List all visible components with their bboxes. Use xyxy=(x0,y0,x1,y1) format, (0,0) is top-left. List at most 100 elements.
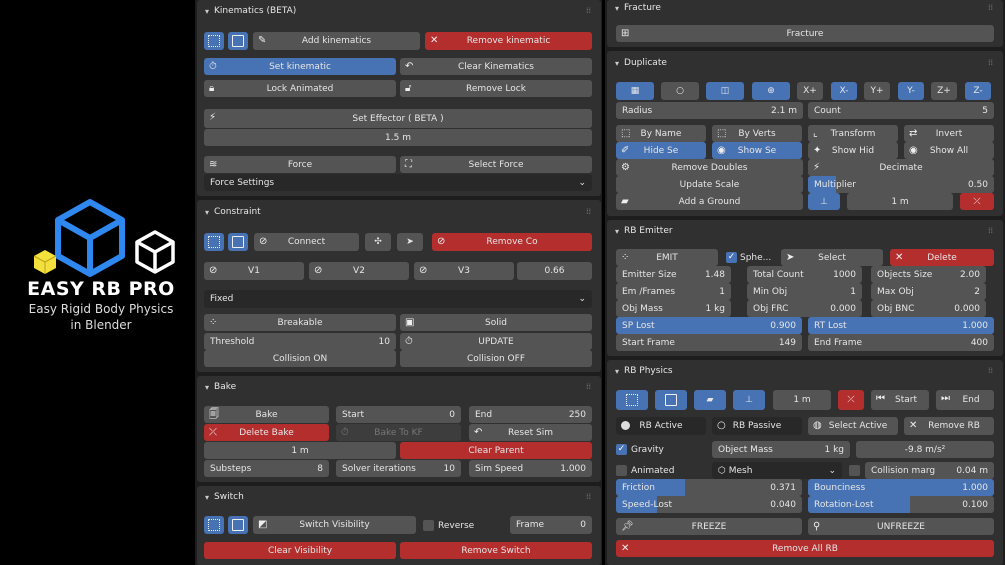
bounciness-slider[interactable]: Bounciness 1.000 xyxy=(808,479,994,496)
start-button[interactable]: ⏮ Start xyxy=(871,390,929,410)
select-box-icon[interactable] xyxy=(204,32,224,50)
emitter-delete-button[interactable]: ✕ Delete xyxy=(890,249,994,266)
decimate-button[interactable]: ⚡ Decimate xyxy=(808,159,994,176)
drag-grip-icon[interactable]: ⁞⁞ xyxy=(988,58,994,67)
cursor-icon[interactable]: ➤ xyxy=(397,233,423,251)
auto-connect-icon[interactable]: ✣ xyxy=(365,233,391,251)
sphere-checkbox[interactable]: ✓ xyxy=(726,252,737,263)
v2-button[interactable]: ⊘ V2 xyxy=(309,262,409,280)
transform-button[interactable]: ⌞ Transform xyxy=(808,125,898,142)
breakable-button[interactable]: ⁘ Breakable xyxy=(204,314,396,331)
collision-margin-field[interactable]: Collision marg 0.04 m xyxy=(865,462,994,479)
select-box-icon[interactable] xyxy=(204,516,224,534)
lock-animated-button[interactable]: 🔒︎ Lock Animated xyxy=(204,80,396,97)
bake-button[interactable]: 🗐︎ Bake xyxy=(204,406,329,423)
effector-distance-field[interactable]: 1.5 m xyxy=(204,129,592,146)
select-linked-icon[interactable] xyxy=(228,233,248,251)
by-verts-button[interactable]: ⬚ By Verts xyxy=(712,125,802,142)
max-obj-field[interactable]: Max Obj 2 xyxy=(871,283,986,300)
connect-button[interactable]: ⊘ Connect xyxy=(254,233,359,251)
set-effector-button[interactable]: ⚡ Set Effector ( BETA ) xyxy=(204,109,592,128)
switch-visibility-button[interactable]: ◩ Switch Visibility xyxy=(253,516,416,534)
collision-on-button[interactable]: Collision ON xyxy=(204,350,396,367)
select-linked-icon[interactable] xyxy=(655,390,687,410)
axis-x-plus-button[interactable]: X+ xyxy=(797,82,823,100)
delete-ground-icon[interactable]: ⤫ xyxy=(838,390,864,410)
rb-passive-toggle[interactable]: ○ RB Passive xyxy=(712,417,802,435)
hide-selected-button[interactable]: ✐ Hide Se xyxy=(616,142,706,159)
select-linked-icon[interactable] xyxy=(228,32,248,50)
add-ground-button[interactable]: ▰ Add a Ground xyxy=(616,193,803,210)
select-box-icon[interactable] xyxy=(616,390,648,410)
emitter-header[interactable]: ▾ RB Emitter ⁞⁞ xyxy=(607,222,1003,240)
end-field[interactable]: End 250 xyxy=(469,406,592,423)
radius-field[interactable]: Radius 2.1 m xyxy=(616,102,803,119)
select-force-button[interactable]: ⛶ Select Force xyxy=(400,156,592,173)
sphere-icon[interactable]: ⊕ xyxy=(752,82,790,100)
drag-grip-icon[interactable]: ⁞⁞ xyxy=(988,3,994,12)
clear-parent-button[interactable]: Clear Parent xyxy=(400,442,592,459)
friction-slider[interactable]: Friction 0.371 xyxy=(616,479,802,496)
v1-button[interactable]: ⊘ V1 xyxy=(204,262,304,280)
drag-grip-icon[interactable]: ⁞⁞ xyxy=(586,6,592,15)
physics-distance-field[interactable]: 1 m xyxy=(773,390,831,410)
by-name-button[interactable]: ⬚ By Name xyxy=(616,125,706,142)
constraint-value-field[interactable]: 0.66 xyxy=(517,262,592,280)
kinematics-header[interactable]: ▾ Kinematics (BETA) ⁞⁞ xyxy=(197,2,601,20)
show-all-button[interactable]: ◉ Show All xyxy=(904,142,994,159)
solid-button[interactable]: ▣ Solid xyxy=(400,314,592,331)
count-field[interactable]: Count 5 xyxy=(808,102,994,119)
start-frame-field[interactable]: Start Frame 149 xyxy=(616,334,802,351)
drag-grip-icon[interactable]: ⁞⁞ xyxy=(988,366,994,375)
sp-lost-slider[interactable]: SP Lost 0.900 xyxy=(616,317,802,334)
axis-z-minus-button[interactable]: Z- xyxy=(965,82,991,100)
obj-mass-field[interactable]: Obj Mass 1 kg xyxy=(616,300,731,317)
animated-checkbox[interactable] xyxy=(616,465,627,476)
force-settings-dropdown[interactable]: Force Settings ⌄ xyxy=(204,174,592,191)
drag-grip-icon[interactable]: ⁞⁞ xyxy=(586,492,592,501)
fracture-header[interactable]: ▾ Fracture ⁞⁞ xyxy=(607,0,1003,17)
sim-speed-field[interactable]: Sim Speed 1.000 xyxy=(469,460,592,477)
remove-all-rb-button[interactable]: ✕ Remove All RB xyxy=(616,540,994,557)
min-obj-field[interactable]: Min Obj 1 xyxy=(747,283,862,300)
bake-header[interactable]: ▾ Bake ⁞⁞ xyxy=(197,378,601,396)
invert-button[interactable]: ⇄ Invert xyxy=(904,125,994,142)
constraint-type-dropdown[interactable]: Fixed ⌄ xyxy=(204,290,592,308)
axis-y-minus-button[interactable]: Y- xyxy=(898,82,924,100)
delete-ground-icon[interactable]: ⤫ xyxy=(960,193,994,210)
remove-doubles-button[interactable]: ⚙ Remove Doubles xyxy=(616,159,803,176)
select-linked-icon[interactable] xyxy=(228,516,248,534)
emitter-select-button[interactable]: ➤ Select xyxy=(781,249,883,266)
remove-lock-button[interactable]: 🔓︎ Remove Lock xyxy=(400,80,592,97)
substeps-field[interactable]: Substeps 8 xyxy=(204,460,329,477)
bake-distance-field[interactable]: 1 m xyxy=(204,442,396,459)
threshold-field[interactable]: Threshold 10 xyxy=(204,333,396,350)
collision-margin-checkbox[interactable] xyxy=(849,465,860,476)
end-frame-field[interactable]: End Frame 400 xyxy=(808,334,994,351)
total-count-field[interactable]: Total Count 1000 xyxy=(747,266,862,283)
fracture-button[interactable]: ⊞ Fracture xyxy=(616,25,994,42)
ground-align-icon[interactable]: ⊥ xyxy=(808,193,840,210)
collision-off-button[interactable]: Collision OFF xyxy=(400,350,592,367)
rb-active-toggle[interactable]: RB Active xyxy=(616,417,706,435)
gravity-checkbox[interactable]: ✓ xyxy=(616,444,627,455)
objects-size-field[interactable]: Objects Size 2.00 xyxy=(871,266,986,283)
emit-button[interactable]: ⁘ EMIT xyxy=(616,249,718,266)
drag-grip-icon[interactable]: ⁞⁞ xyxy=(988,226,994,235)
cube-icon[interactable]: ◫ xyxy=(706,82,744,100)
obj-bnc-field[interactable]: Obj BNC 0.000 xyxy=(871,300,986,317)
frame-field[interactable]: Frame 0 xyxy=(510,516,592,534)
speed-lost-slider[interactable]: Speed-Lost 0.040 xyxy=(616,496,802,513)
rotation-lost-slider[interactable]: Rotation-Lost 0.100 xyxy=(808,496,994,513)
show-hidden-button[interactable]: ✦ Show Hid xyxy=(808,142,898,159)
drag-grip-icon[interactable]: ⁞⁞ xyxy=(586,382,592,391)
obj-frc-field[interactable]: Obj FRC 0.000 xyxy=(747,300,862,317)
drag-grip-icon[interactable]: ⁞⁞ xyxy=(586,207,592,216)
ground-icon[interactable]: ▰ xyxy=(694,390,726,410)
unfreeze-button[interactable]: ⚲ UNFREEZE xyxy=(808,518,994,535)
ground-distance-field[interactable]: 1 m xyxy=(847,193,953,210)
freeze-button[interactable]: 📌︎ FREEZE xyxy=(616,518,802,535)
start-field[interactable]: Start 0 xyxy=(336,406,461,423)
select-active-button[interactable]: ◍ Select Active xyxy=(808,417,898,435)
circle-icon[interactable]: ○ xyxy=(661,82,699,100)
